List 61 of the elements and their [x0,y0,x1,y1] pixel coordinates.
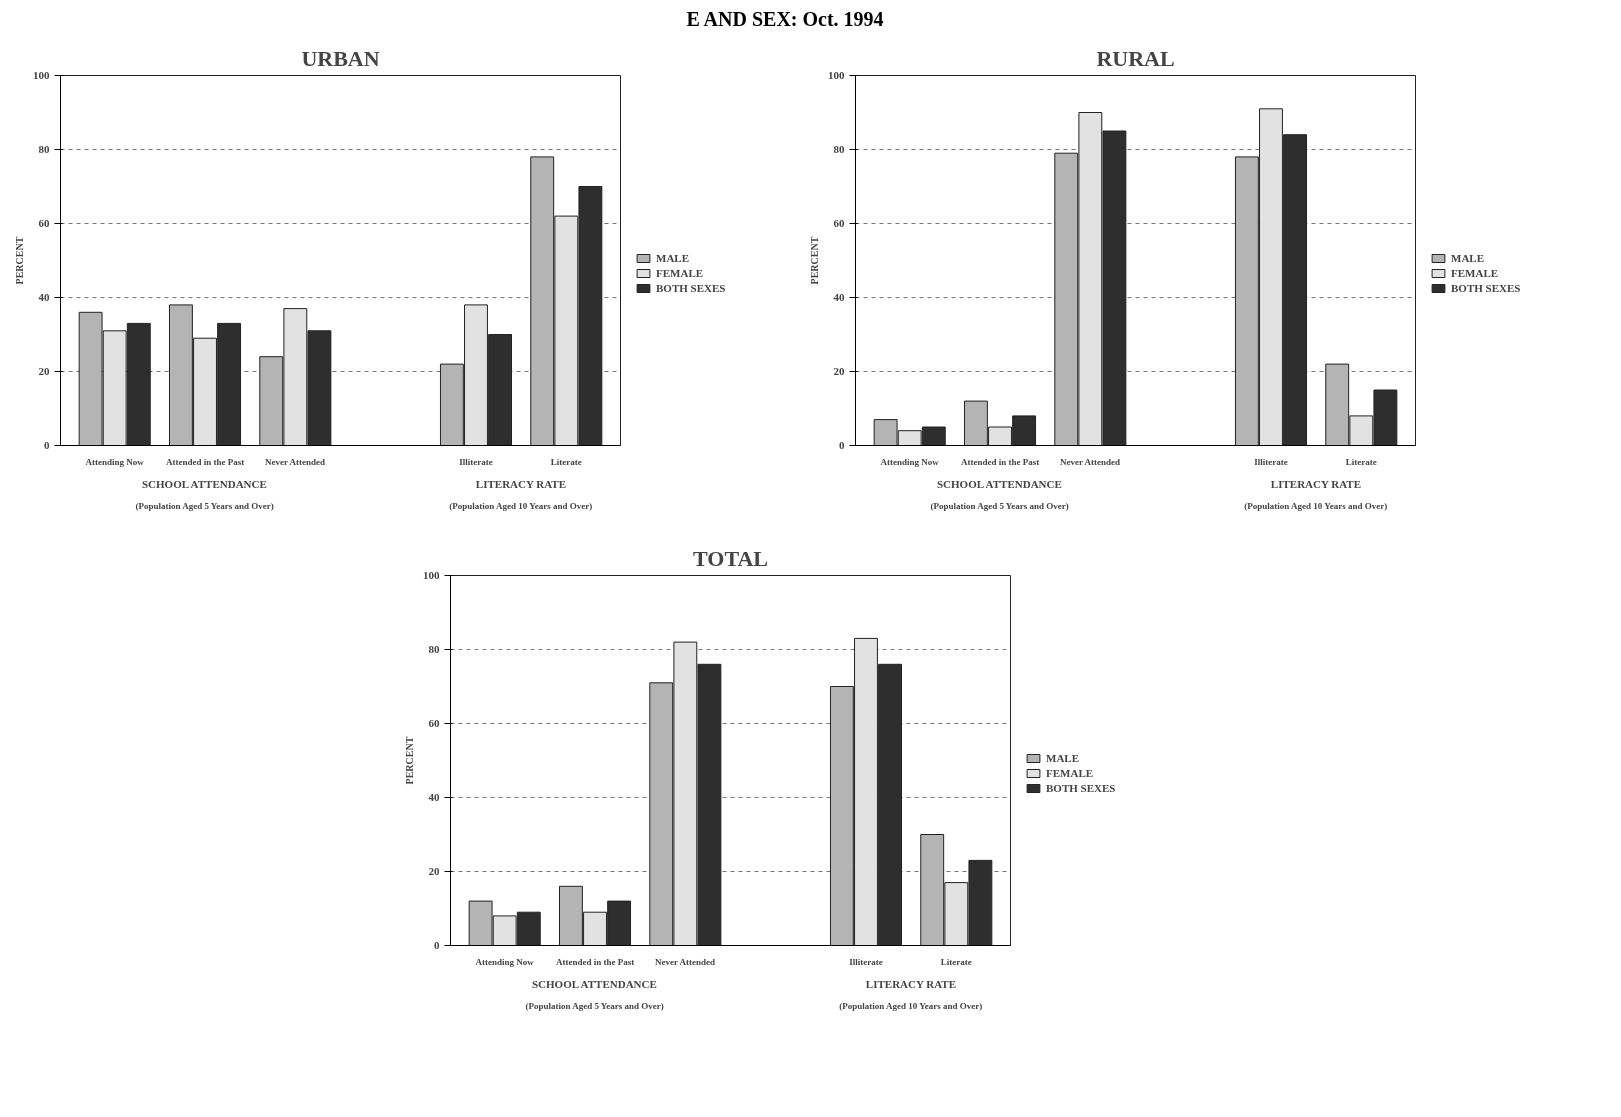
y-tick-label: 40 [833,291,845,303]
y-tick-label: 60 [38,217,50,229]
x-tick-label: Never Attended [654,956,716,967]
x-tick-label: Never Attended [264,456,326,467]
legend-label: FEMALE [1046,766,1094,779]
y-axis-title: PERCENT [14,236,25,285]
text: SCHOOL ATTENDANCE [532,977,657,990]
x-tick-label: Illiterate [1254,456,1288,467]
y-tick-label: 60 [428,717,440,729]
x-tick-label: Attending Now [880,456,940,467]
x-tick-label: Attending Now [475,956,535,967]
x-tick-label: Literate [940,956,972,967]
x-tick-label: Attended in the Past [555,956,635,967]
y-axis-title: PERCENT [404,736,415,785]
legend-label: FEMALE [1451,266,1499,279]
text: (Population Aged 5 Years and Over) [930,500,1069,511]
x-tick-label: Attending Now [85,456,145,467]
text: (Population Aged 10 Years and Over) [839,1000,983,1011]
x-tick-label: Attended in the Past [165,456,245,467]
legend-label: MALE [1451,251,1484,264]
legend-label: MALE [1046,751,1079,764]
y-tick-label: 100 [33,69,50,81]
text: LITERACY RATE [475,477,567,490]
x-tick-label: Literate [1345,456,1377,467]
x-tick-label: Literate [550,456,582,467]
y-tick-label: 20 [428,865,440,877]
y-tick-label: 40 [428,791,440,803]
text: SCHOOL ATTENDANCE [937,477,1062,490]
legend-label: BOTH SEXES [656,281,726,294]
y-tick-label: 0 [44,439,50,451]
x-tick-label: Illiterate [459,456,493,467]
y-axis-title: PERCENT [809,236,820,285]
y-tick-label: 80 [38,143,50,155]
y-tick-label: 0 [434,939,440,951]
chart-title: RURAL [1096,45,1175,71]
y-tick-label: 20 [38,365,50,377]
chart-title: TOTAL [693,545,768,571]
text: (Population Aged 5 Years and Over) [525,1000,664,1011]
x-tick-label: Illiterate [849,956,883,967]
legend-label: FEMALE [656,266,704,279]
y-tick-label: 80 [428,643,440,655]
y-tick-label: 60 [833,217,845,229]
text: LITERACY RATE [1270,477,1362,490]
y-tick-label: 100 [423,569,440,581]
x-tick-label: Never Attended [1059,456,1121,467]
text: SCHOOL ATTENDANCE [142,477,267,490]
legend-label: BOTH SEXES [1046,781,1116,794]
y-tick-label: 100 [828,69,845,81]
text: (Population Aged 10 Years and Over) [449,500,593,511]
text: E AND SEX: Oct. 1994 [685,7,885,32]
y-tick-label: 80 [833,143,845,155]
text: (Population Aged 10 Years and Over) [1244,500,1388,511]
chart-title: URBAN [301,45,380,71]
text: LITERACY RATE [865,977,957,990]
x-tick-label: Attended in the Past [960,456,1040,467]
y-tick-label: 0 [839,439,845,451]
legend-label: BOTH SEXES [1451,281,1521,294]
legend-label: MALE [656,251,689,264]
y-tick-label: 20 [833,365,845,377]
y-tick-label: 40 [38,291,50,303]
text: (Population Aged 5 Years and Over) [135,500,274,511]
